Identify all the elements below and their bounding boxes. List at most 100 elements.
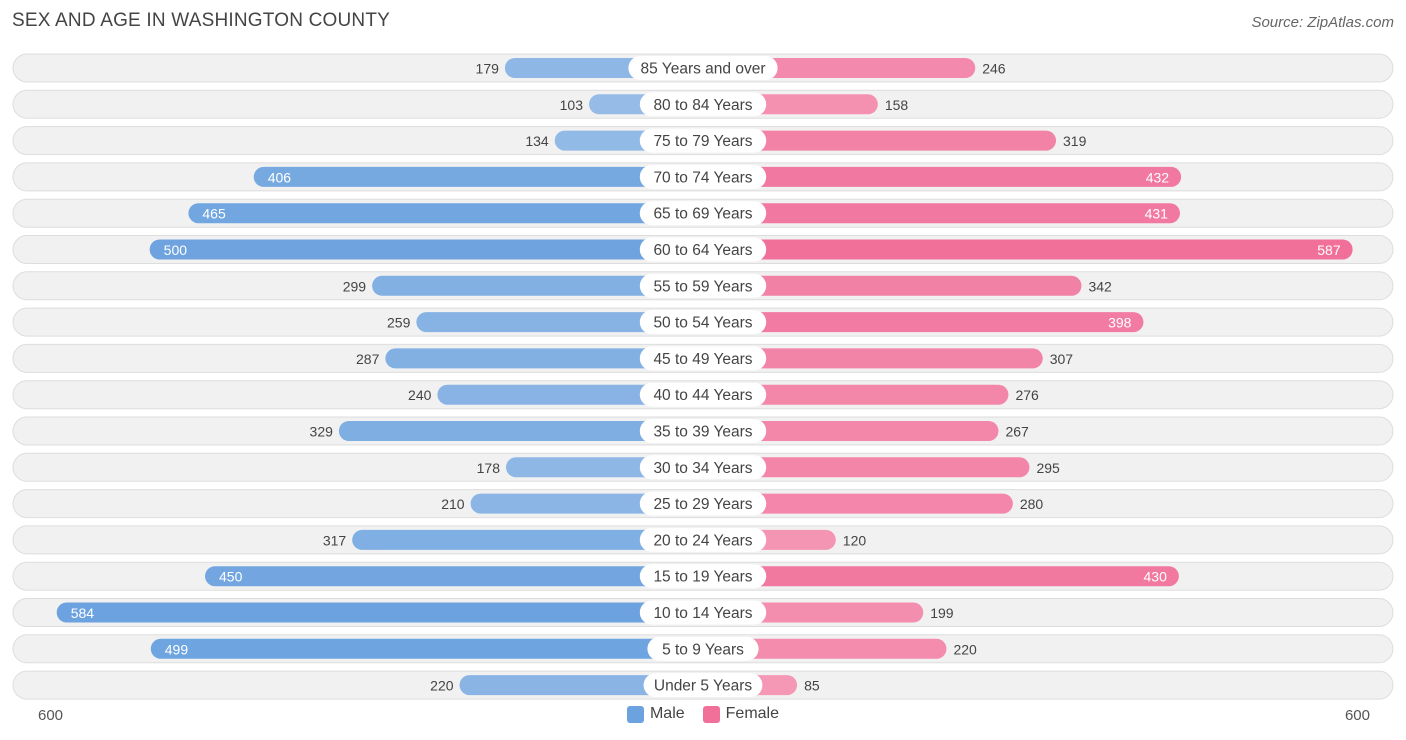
age-row: 103 158 80 to 84 Years xyxy=(12,89,1394,119)
male-value-label: 220 xyxy=(430,678,454,694)
male-bar[interactable] xyxy=(372,275,703,296)
male-bar[interactable] xyxy=(253,166,703,187)
male-value-label: 465 xyxy=(202,206,226,222)
category-label: 20 to 24 Years xyxy=(653,532,752,549)
female-value-label: 158 xyxy=(885,97,909,113)
legend-female[interactable]: Female xyxy=(702,705,780,723)
category-pill xyxy=(639,201,767,226)
category-pill xyxy=(639,237,767,262)
category-pill xyxy=(639,128,767,153)
male-bar[interactable] xyxy=(437,384,703,405)
male-value-label: 317 xyxy=(323,532,347,548)
category-pill xyxy=(639,419,767,443)
category-label: 45 to 49 Years xyxy=(653,351,752,368)
male-value-label: 178 xyxy=(477,460,501,476)
male-value-label: 287 xyxy=(356,351,380,367)
female-value-label: 85 xyxy=(804,678,820,694)
male-value-label: 329 xyxy=(310,424,334,440)
age-row: 500 587 60 to 64 Years xyxy=(12,235,1394,264)
female-value-label: 342 xyxy=(1088,278,1112,294)
male-value-label: 179 xyxy=(476,61,500,77)
category-pill xyxy=(643,673,763,698)
female-bar[interactable] xyxy=(703,203,1180,224)
pyramid-chart: 179 246 85 Years and over 103 158 80 to 84 Ye… xyxy=(12,53,1394,700)
category-label: 5 to 9 Years xyxy=(662,641,744,658)
legend: Male Female xyxy=(0,705,1406,723)
legend-male[interactable]: Male xyxy=(626,705,685,723)
female-bar[interactable] xyxy=(703,130,1057,151)
female-value-label: 430 xyxy=(1144,569,1168,585)
female-value-label: 199 xyxy=(930,605,954,621)
category-pill xyxy=(639,564,767,589)
category-pill xyxy=(639,527,767,552)
category-label: 70 to 74 Years xyxy=(653,169,752,186)
age-row: 406 432 70 to 74 Years xyxy=(12,162,1394,192)
legend-female-label: Female xyxy=(725,705,780,722)
category-label: 80 to 84 Years xyxy=(653,97,752,114)
female-bar[interactable] xyxy=(703,457,1030,478)
male-bar[interactable] xyxy=(56,602,703,623)
female-value-label: 307 xyxy=(1050,351,1074,367)
male-value-label: 240 xyxy=(408,387,432,403)
category-label: Under 5 Years xyxy=(654,678,752,695)
male-value-label: 406 xyxy=(268,169,292,185)
category-pill xyxy=(639,92,767,117)
female-bar[interactable] xyxy=(703,638,947,659)
male-bar[interactable] xyxy=(352,529,703,550)
male-bar[interactable] xyxy=(150,638,704,659)
source-note: Source: ZipAtlas.com xyxy=(1251,14,1394,31)
category-label: 30 to 34 Years xyxy=(653,460,752,477)
female-value-label: 431 xyxy=(1145,206,1169,222)
category-label: 60 to 64 Years xyxy=(653,242,752,259)
age-row: 178 295 30 to 34 Years xyxy=(12,452,1394,482)
male-value-label: 499 xyxy=(165,641,189,657)
category-pill xyxy=(639,382,767,407)
female-value-label: 246 xyxy=(982,61,1006,77)
male-bar[interactable] xyxy=(416,312,703,333)
age-row: 299 342 55 to 59 Years xyxy=(12,271,1394,301)
male-bar[interactable] xyxy=(149,239,703,260)
age-row: 220 85 Under 5 Years xyxy=(12,670,1394,700)
female-value-label: 280 xyxy=(1020,496,1044,512)
category-pill xyxy=(647,636,759,661)
female-bar[interactable] xyxy=(703,239,1353,260)
female-value-label: 220 xyxy=(953,641,977,657)
category-label: 85 Years and over xyxy=(641,61,766,78)
age-row: 329 267 35 to 39 Years xyxy=(12,416,1394,446)
age-row: 465 431 65 to 69 Years xyxy=(12,198,1394,228)
female-bar[interactable] xyxy=(703,348,1043,369)
male-bar[interactable] xyxy=(205,566,703,587)
female-value-label: 120 xyxy=(843,532,867,548)
female-value-label: 587 xyxy=(1317,242,1341,258)
category-label: 15 to 19 Years xyxy=(653,569,752,586)
female-value-label: 432 xyxy=(1146,169,1170,185)
female-bar[interactable] xyxy=(703,312,1144,333)
male-bar[interactable] xyxy=(385,348,703,369)
legend-male-swatch xyxy=(626,705,644,723)
female-value-label: 398 xyxy=(1108,315,1132,331)
age-row: 134 319 75 to 79 Years xyxy=(12,126,1394,156)
category-label: 55 to 59 Years xyxy=(653,278,752,295)
female-bar[interactable] xyxy=(703,275,1082,296)
male-bar[interactable] xyxy=(188,203,703,224)
male-bar[interactable] xyxy=(338,421,703,441)
category-label: 25 to 29 Years xyxy=(653,496,752,513)
category-pill xyxy=(639,273,767,298)
category-pill xyxy=(639,310,767,335)
category-pill xyxy=(639,455,767,480)
female-bar[interactable] xyxy=(703,384,1009,405)
age-row: 584 199 10 to 14 Years xyxy=(12,598,1394,627)
female-value-label: 267 xyxy=(1005,424,1029,440)
category-pill xyxy=(639,491,767,516)
female-bar[interactable] xyxy=(703,421,999,441)
category-label: 40 to 44 Years xyxy=(653,387,752,404)
category-label: 50 to 54 Years xyxy=(653,315,752,332)
female-bar[interactable] xyxy=(703,566,1179,587)
male-value-label: 103 xyxy=(560,97,584,113)
female-bar[interactable] xyxy=(703,166,1182,187)
male-value-label: 299 xyxy=(343,278,367,294)
male-bar[interactable] xyxy=(459,675,703,696)
legend-female-swatch xyxy=(702,705,720,723)
female-bar[interactable] xyxy=(703,493,1013,514)
category-label: 65 to 69 Years xyxy=(653,206,752,223)
